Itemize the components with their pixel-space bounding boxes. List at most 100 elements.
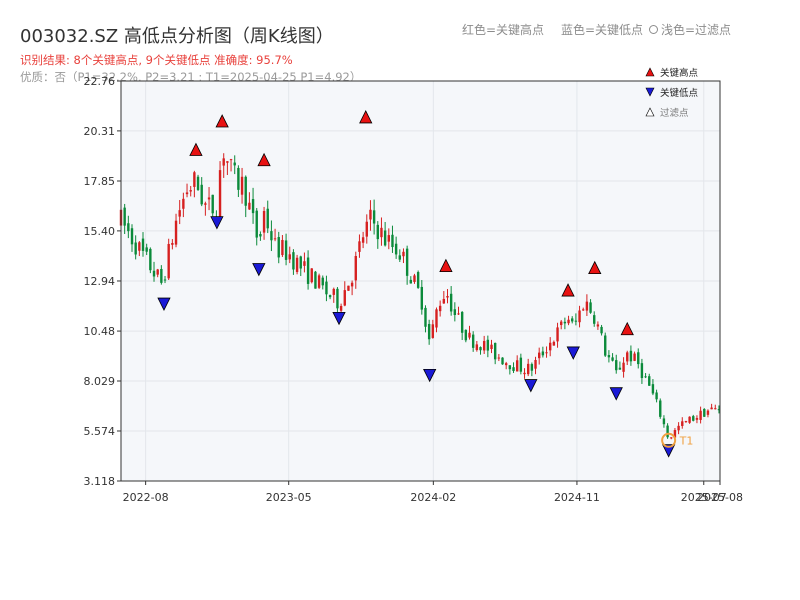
legend-low-icon bbox=[645, 87, 655, 97]
candle-body bbox=[321, 277, 324, 286]
candle-body bbox=[402, 251, 405, 257]
candle-body bbox=[442, 298, 446, 304]
candle-body bbox=[508, 365, 512, 370]
y-tick-label: 5.574 bbox=[84, 425, 116, 438]
candle-body bbox=[226, 161, 229, 163]
candle-body bbox=[237, 167, 240, 190]
candle-body bbox=[387, 235, 390, 242]
candle-body bbox=[673, 430, 677, 438]
y-tick-label: 12.94 bbox=[84, 275, 116, 288]
candle-body bbox=[409, 279, 413, 284]
candle-body bbox=[178, 210, 181, 217]
legend-label: 关键高点 bbox=[660, 67, 699, 79]
candle-body bbox=[336, 288, 339, 309]
candle-body bbox=[123, 207, 126, 226]
candle-body bbox=[303, 261, 306, 266]
candle-body bbox=[497, 357, 501, 359]
key-high-marker bbox=[439, 258, 453, 273]
candle-body bbox=[501, 357, 504, 365]
candle-body bbox=[512, 367, 515, 371]
x-tick-label: 2025-07 bbox=[681, 491, 727, 504]
key-high-marker bbox=[215, 114, 229, 128]
candle-body bbox=[629, 350, 633, 362]
candle-body bbox=[200, 184, 203, 205]
candle-body bbox=[383, 230, 387, 246]
legend-filtered-icon bbox=[645, 107, 655, 117]
t1-circle bbox=[661, 432, 677, 448]
key-high-marker bbox=[257, 152, 271, 167]
candle-body bbox=[314, 271, 317, 289]
key-low-marker bbox=[524, 379, 538, 393]
candle-body bbox=[710, 407, 713, 410]
candle-body bbox=[196, 176, 200, 190]
candle-body bbox=[479, 347, 482, 351]
x-tick-label: 2024-02 bbox=[410, 491, 456, 504]
candle-body bbox=[273, 238, 277, 240]
key-high-marker bbox=[561, 283, 575, 297]
candle-body bbox=[347, 285, 350, 291]
candle-body bbox=[295, 257, 299, 272]
candle-body bbox=[372, 210, 376, 224]
candle-body bbox=[622, 362, 625, 372]
key-low-marker bbox=[566, 346, 580, 360]
key-low-marker bbox=[157, 297, 171, 311]
candle-body bbox=[266, 208, 269, 229]
candle-body bbox=[284, 240, 288, 260]
key-low-marker bbox=[423, 368, 437, 383]
candle-body bbox=[343, 290, 346, 306]
y-tick-label: 8.029 bbox=[84, 375, 116, 388]
candle-body bbox=[699, 410, 702, 420]
candle-body bbox=[251, 199, 255, 214]
candle-body bbox=[361, 237, 365, 243]
candle-body bbox=[244, 176, 247, 206]
candle-body bbox=[149, 248, 152, 271]
candle-body bbox=[134, 242, 137, 255]
candle-body bbox=[204, 203, 207, 205]
key-low-marker bbox=[210, 216, 224, 230]
candle-body bbox=[431, 324, 435, 338]
candle-body bbox=[607, 355, 611, 358]
candle-body bbox=[163, 279, 167, 281]
candle-body bbox=[615, 360, 618, 371]
key-low-marker bbox=[609, 387, 623, 401]
candle-body bbox=[270, 231, 273, 241]
candle-body bbox=[519, 357, 523, 372]
candle-body bbox=[545, 352, 548, 354]
candle-body bbox=[582, 309, 585, 311]
candle-body bbox=[574, 320, 578, 322]
candle-body bbox=[714, 408, 717, 410]
candle-body bbox=[670, 437, 673, 439]
candle-body bbox=[651, 384, 655, 394]
candle-body bbox=[486, 339, 490, 351]
candle-body bbox=[677, 425, 680, 431]
result-summary: 识别结果: 8个关键高点, 9个关键低点 准确度: 95.7% bbox=[20, 53, 293, 67]
candle-body bbox=[703, 408, 706, 417]
candle-body bbox=[420, 286, 424, 310]
candle-body bbox=[325, 281, 328, 295]
key-low-marker bbox=[332, 311, 346, 326]
candle-body bbox=[537, 352, 541, 359]
candle-body bbox=[380, 227, 383, 238]
candle-body bbox=[717, 409, 721, 411]
candle-body bbox=[471, 334, 475, 348]
candle-body bbox=[292, 252, 295, 270]
candle-body bbox=[585, 301, 589, 311]
candle-body bbox=[317, 275, 321, 288]
candle-body bbox=[464, 329, 468, 341]
candle-body bbox=[413, 275, 416, 282]
candle-body bbox=[526, 363, 530, 375]
candle-body bbox=[644, 376, 647, 378]
candle-body bbox=[475, 344, 479, 351]
candle-body bbox=[185, 192, 189, 195]
candle-body bbox=[310, 268, 313, 283]
legend-light-note: 浅色=过滤点 bbox=[649, 21, 731, 38]
candle-body bbox=[332, 288, 335, 295]
candle-body bbox=[596, 324, 600, 327]
candle-body bbox=[262, 210, 266, 233]
candle-body bbox=[354, 256, 357, 281]
candle-body bbox=[255, 210, 258, 238]
candle-body bbox=[600, 326, 603, 334]
x-tick-label: 2025-08 bbox=[697, 491, 743, 504]
candle-body bbox=[328, 295, 332, 298]
